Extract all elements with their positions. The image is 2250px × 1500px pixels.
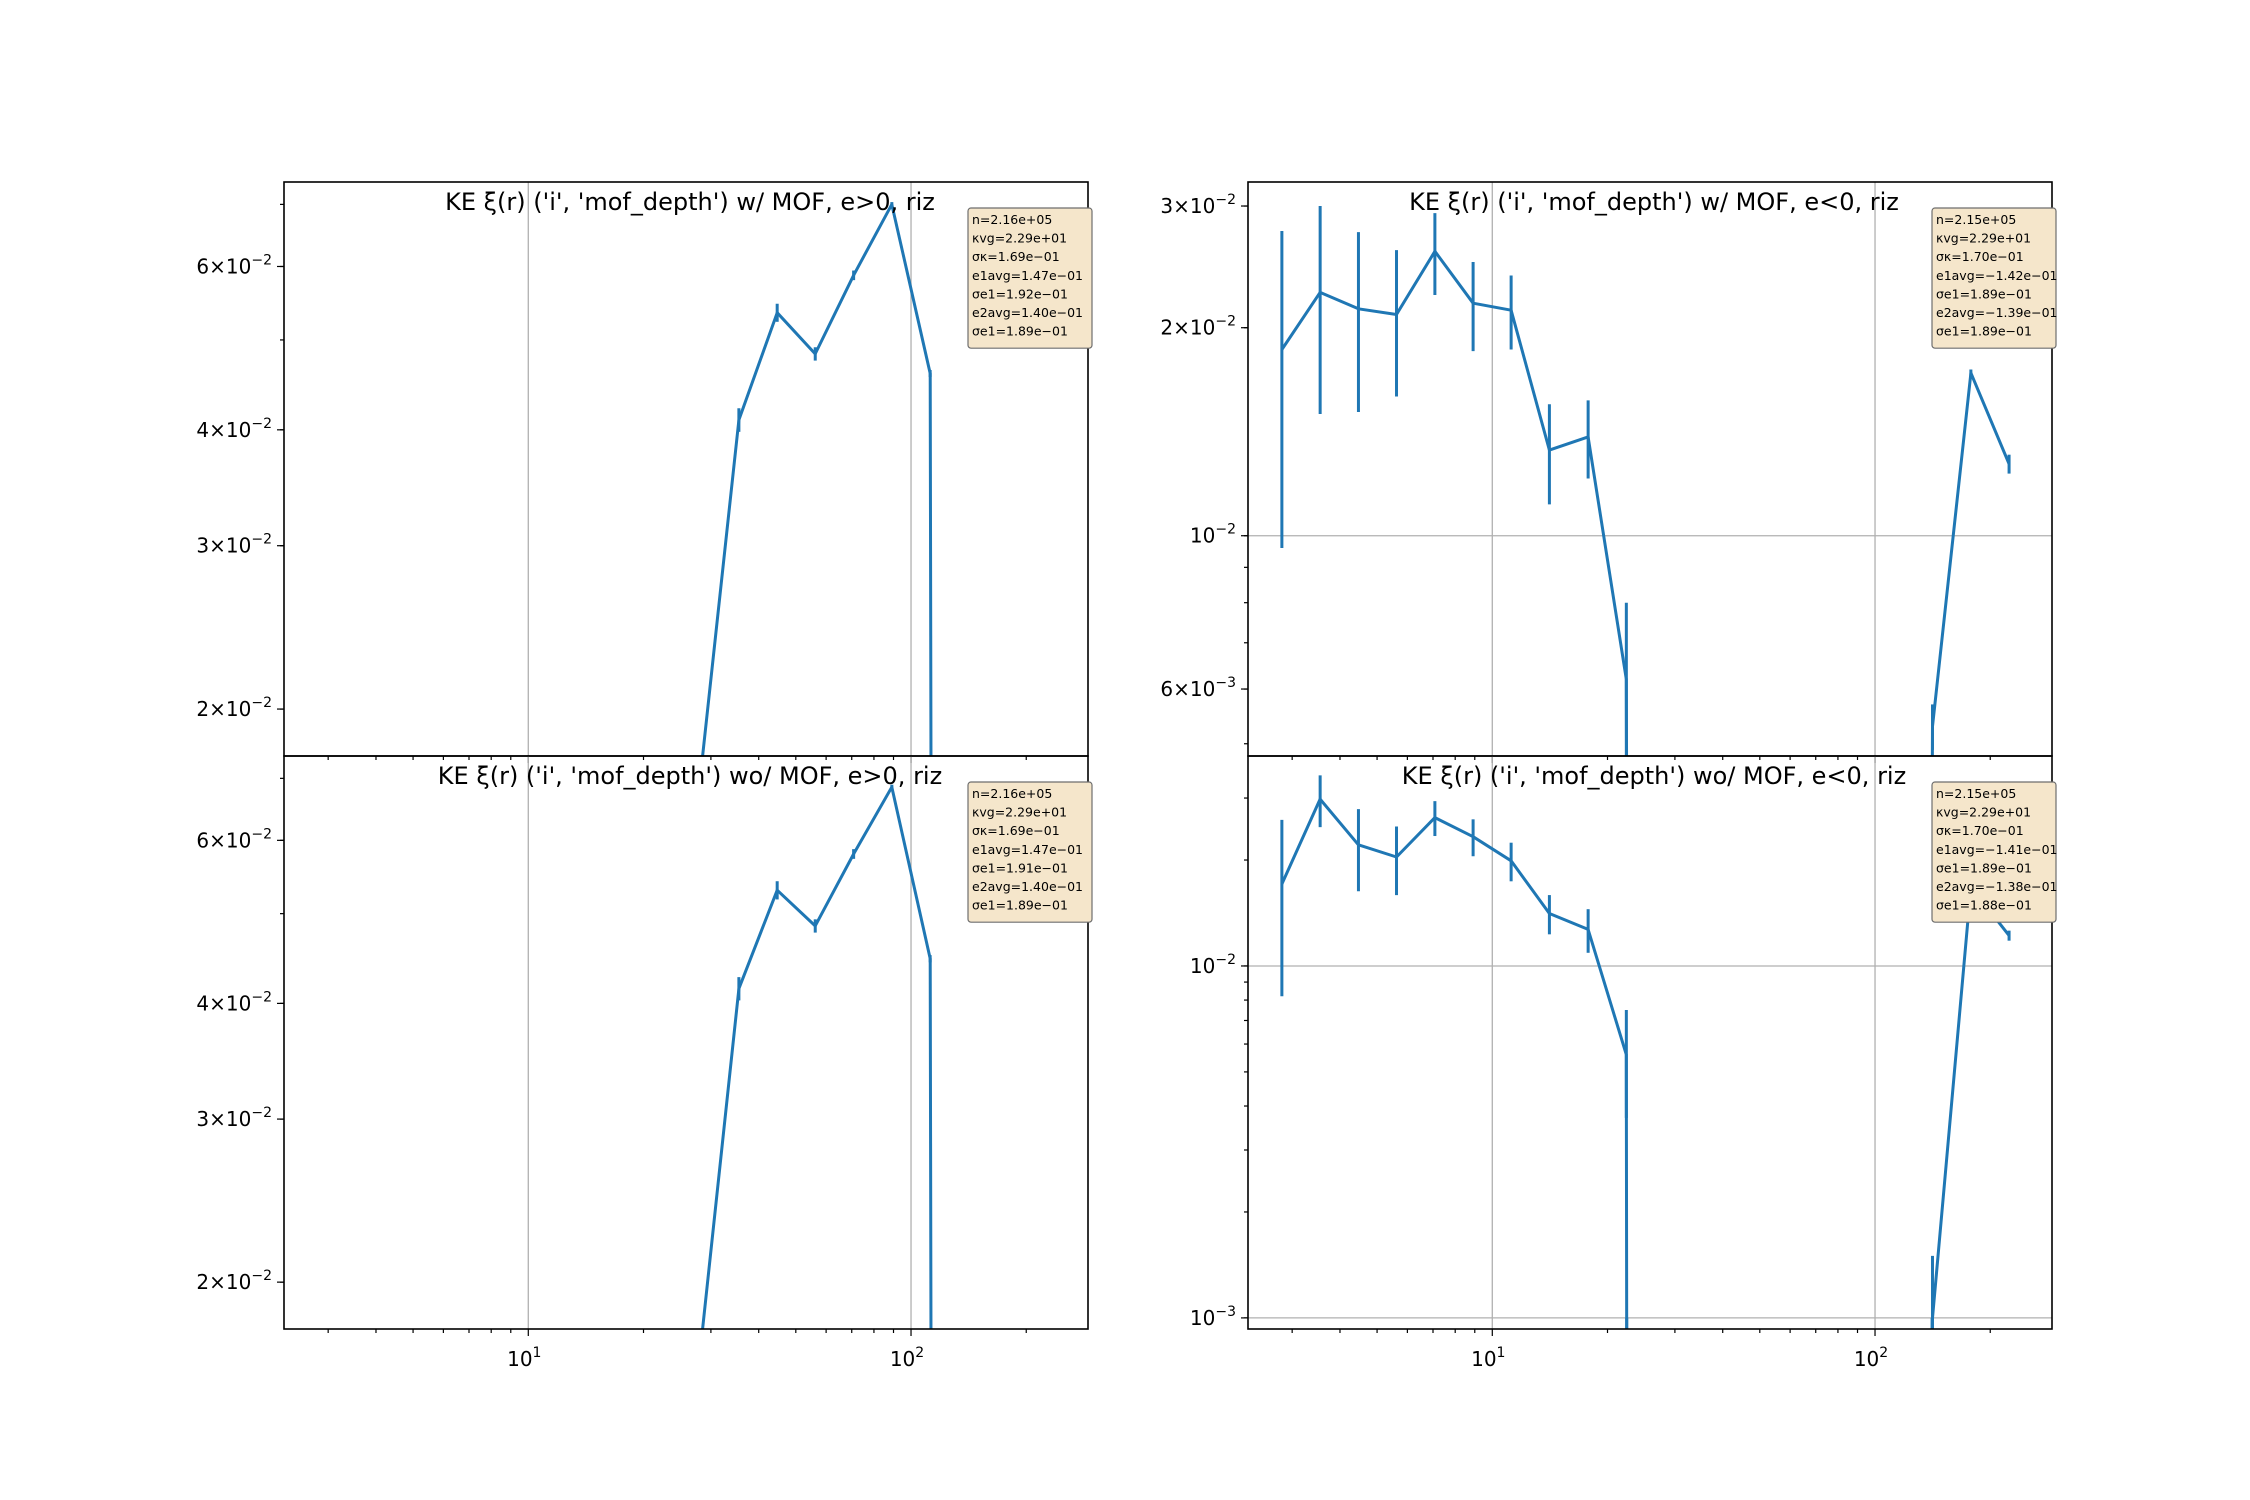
y-tick-label: 6×10−3 xyxy=(1160,675,1236,701)
stats-line: σe1=1.89e−01 xyxy=(1936,286,2032,301)
stats-line: σκ=1.70e−01 xyxy=(1936,249,2024,264)
series xyxy=(1280,206,2011,756)
axes-frame xyxy=(1247,755,2053,1330)
y-tick-label: 3×10−2 xyxy=(196,532,272,558)
stats-box-frame xyxy=(1931,781,2057,923)
stats-line: σe1=1.89e−01 xyxy=(1936,860,2032,875)
y-tick-label: 10−3 xyxy=(1190,1304,1236,1330)
stats-box: n=2.16e+05 κvg=2.29e+01 σκ=1.69e−01 e1avg=1… xyxy=(967,781,1093,923)
stats-line: e1avg=1.47e−01 xyxy=(972,268,1083,283)
y-tick-label: 2×10−2 xyxy=(1160,314,1236,340)
grid xyxy=(527,182,912,756)
stats-line: σκ=1.69e−01 xyxy=(972,823,1060,838)
stats-line: e1avg=−1.41e−01 xyxy=(1936,842,2057,857)
grid xyxy=(527,756,912,1329)
panel-tr: 6×10−3 10−2 2×10−2 3×10−2 KE ξ(r) ('i', 'mof… xyxy=(1160,181,2057,763)
stats-line: κvg=2.29e+01 xyxy=(972,805,1067,820)
stats-box: n=2.15e+05 κvg=2.29e+01 σκ=1.70e−01 e1avg=−… xyxy=(1931,207,2057,349)
panel-title: KE ξ(r) ('i', 'mof_depth') w/ MOF, e<0, … xyxy=(1409,188,1899,216)
stats-line: κvg=2.29e+01 xyxy=(972,231,1067,246)
stats-line: n=2.15e+05 xyxy=(1936,212,2016,227)
y-tick-label: 2×10−2 xyxy=(196,1268,272,1294)
series xyxy=(701,202,933,756)
stats-line: σe1=1.91e−01 xyxy=(972,860,1068,875)
panel-bl: 2×10−2 3×10−2 4×10−2 6×10−2 101 102 KE ξ(r) ('… xyxy=(196,755,1093,1371)
series xyxy=(1280,775,2011,1329)
y-tick-label: 10−2 xyxy=(1190,522,1236,548)
stats-line: e1avg=1.47e−01 xyxy=(972,842,1083,857)
series xyxy=(701,784,933,1329)
x-tick-label: 101 xyxy=(507,1345,541,1371)
panel-title: KE ξ(r) ('i', 'mof_depth') wo/ MOF, e<0,… xyxy=(1402,762,1906,790)
axes-frame xyxy=(283,755,1089,1330)
x-tick-label: 102 xyxy=(1854,1345,1888,1371)
panel-title: KE ξ(r) ('i', 'mof_depth') wo/ MOF, e>0,… xyxy=(438,762,942,790)
stats-box-frame xyxy=(1931,207,2057,349)
y-tick-label: 4×10−2 xyxy=(196,416,272,442)
stats-box-frame xyxy=(967,781,1093,923)
stats-line: σκ=1.69e−01 xyxy=(972,249,1060,264)
stats-line: e1avg=−1.42e−01 xyxy=(1936,268,2057,283)
panel-title: KE ξ(r) ('i', 'mof_depth') w/ MOF, e>0, … xyxy=(445,188,935,216)
stats-box: n=2.15e+05 κvg=2.29e+01 σκ=1.70e−01 e1avg=−… xyxy=(1931,781,2057,923)
panel-br: 10−3 10−2 101 102 KE ξ(r) ('i', 'mof_depth')… xyxy=(1190,755,2057,1371)
stats-line: e2avg=−1.38e−01 xyxy=(1936,879,2057,894)
y-tick-label: 2×10−2 xyxy=(196,695,272,721)
ticks xyxy=(1241,797,1991,1336)
stats-box-frame xyxy=(967,207,1093,349)
grid xyxy=(1248,182,2052,756)
stats-line: σe1=1.89e−01 xyxy=(972,324,1068,339)
series-line xyxy=(701,785,933,1329)
ticks xyxy=(277,777,1027,1336)
stats-line: e2avg=1.40e−01 xyxy=(972,305,1083,320)
x-tick-label: 102 xyxy=(890,1345,924,1371)
stats-line: e2avg=−1.39e−01 xyxy=(1936,305,2057,320)
y-tick-label: 3×10−2 xyxy=(196,1105,272,1131)
stats-line: e2avg=1.40e−01 xyxy=(972,879,1083,894)
stats-line: n=2.16e+05 xyxy=(972,212,1052,227)
stats-line: σκ=1.70e−01 xyxy=(1936,823,2024,838)
stats-line: κvg=2.29e+01 xyxy=(1936,805,2031,820)
y-tick-label: 4×10−2 xyxy=(196,989,272,1015)
stats-line: n=2.16e+05 xyxy=(972,786,1052,801)
y-tick-label: 6×10−2 xyxy=(196,826,272,852)
stats-line: κvg=2.29e+01 xyxy=(1936,231,2031,246)
y-tick-label: 6×10−2 xyxy=(196,252,272,278)
stats-line: σe1=1.92e−01 xyxy=(972,286,1068,301)
grid xyxy=(1248,756,2052,1329)
x-tick-label: 101 xyxy=(1471,1345,1505,1371)
y-tick-label: 3×10−2 xyxy=(1160,192,1236,218)
series-line xyxy=(701,202,933,756)
stats-line: n=2.15e+05 xyxy=(1936,786,2016,801)
stats-line: σe1=1.88e−01 xyxy=(1936,898,2032,913)
stats-box: n=2.16e+05 κvg=2.29e+01 σκ=1.69e−01 e1avg=1… xyxy=(967,207,1093,349)
y-tick-label: 10−2 xyxy=(1190,952,1236,978)
stats-line: σe1=1.89e−01 xyxy=(1936,324,2032,339)
stats-line: σe1=1.89e−01 xyxy=(972,898,1068,913)
